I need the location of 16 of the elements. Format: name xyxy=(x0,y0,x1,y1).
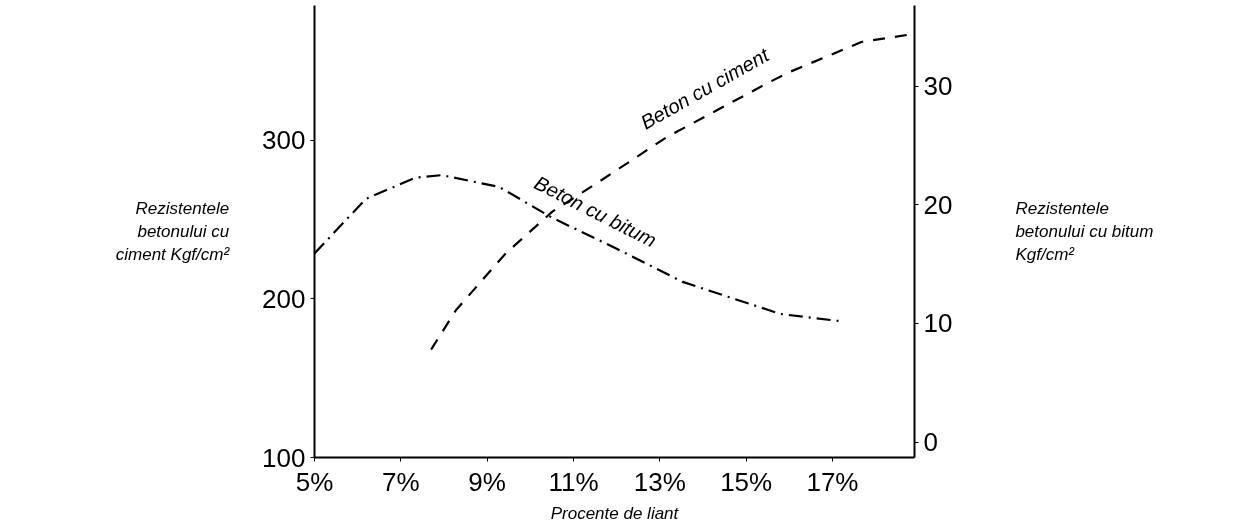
x-tick-label: 13% xyxy=(633,466,686,497)
y-axis-title: Rezistentele betonului cu ciment Kgf/cm² xyxy=(115,199,231,264)
y-tick-label: 200 xyxy=(262,283,306,314)
text: Beton cu bitum xyxy=(531,171,660,252)
x-tick-label: 9% xyxy=(468,466,506,497)
y2-tick-label: 30 xyxy=(923,71,953,102)
x-tick-label: 7% xyxy=(382,466,420,497)
y2-tick-label: 20 xyxy=(923,189,953,220)
y2-axis-title: Rezistentele betonului cu bitum Kgf/cm² xyxy=(1015,199,1154,264)
y-tick-label: 300 xyxy=(262,125,306,156)
y2-tick-label: 10 xyxy=(923,308,953,339)
x-tick-label: 11% xyxy=(548,466,599,497)
x-axis-title: Procente de liant xyxy=(550,503,680,523)
x-tick-label: 15% xyxy=(720,466,773,497)
y2-tick-label: 0 xyxy=(923,427,938,458)
x-tick-label: 17% xyxy=(806,466,859,497)
